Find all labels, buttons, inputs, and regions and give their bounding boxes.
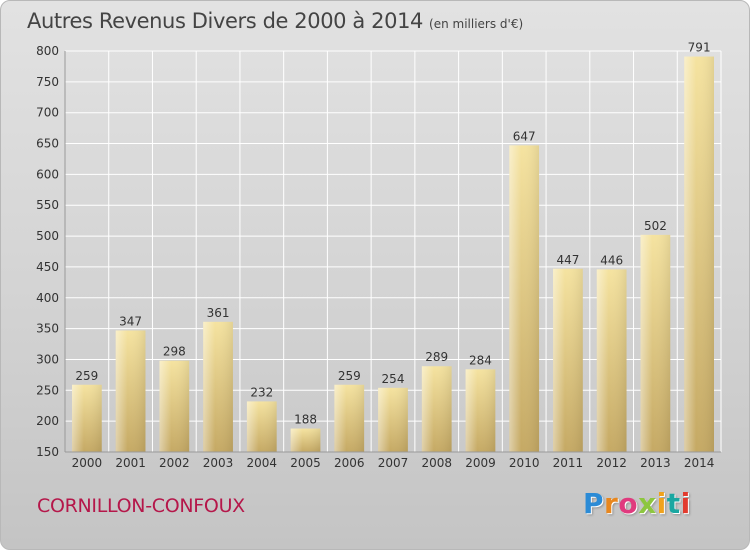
y-tick-label: 450 (36, 260, 59, 274)
brand-letter: i (656, 487, 667, 520)
bar-shade-2005 (290, 428, 321, 452)
y-tick-label: 800 (36, 44, 59, 58)
bar-shade-2009 (465, 369, 496, 452)
y-tick-label: 550 (36, 198, 59, 212)
bar-shade-2002 (159, 360, 190, 452)
data-label: 284 (469, 353, 492, 367)
brand-letter: t (666, 487, 681, 520)
bar-shade-2001 (115, 330, 146, 452)
bar-shade-2007 (378, 387, 408, 452)
y-tick-label: 500 (36, 229, 59, 243)
brand-letter: P (583, 487, 605, 520)
brand-logo: Proxiti (583, 487, 691, 520)
data-label: 791 (688, 41, 711, 55)
x-tick-label: 2009 (465, 456, 496, 470)
bar-shade-2003 (203, 321, 233, 452)
y-tick-label: 300 (36, 352, 59, 366)
data-label: 447 (556, 253, 579, 267)
x-tick-label: 2004 (247, 456, 278, 470)
data-label: 259 (338, 369, 361, 383)
bar-shade-2011 (553, 268, 583, 452)
commune-name: CORNILLON-CONFOUX (37, 495, 245, 517)
y-tick-label: 700 (36, 106, 59, 120)
x-tick-label: 2012 (596, 456, 627, 470)
x-tick-label: 2008 (421, 456, 452, 470)
y-tick-label: 750 (36, 75, 59, 89)
bar-shade-2010 (509, 145, 540, 453)
x-tick-label: 2007 (378, 456, 409, 470)
bar-shade-2004 (246, 401, 277, 452)
x-tick-label: 2003 (203, 456, 234, 470)
x-tick-label: 2010 (509, 456, 540, 470)
bar-shade-2000 (71, 384, 102, 452)
x-tick-label: 2000 (72, 456, 103, 470)
bar-shade-2012 (596, 269, 627, 452)
data-label: 188 (294, 413, 317, 427)
bars (71, 56, 715, 453)
y-tick-label: 600 (36, 167, 59, 181)
x-tick-label: 2013 (640, 456, 671, 470)
data-label: 647 (513, 129, 536, 143)
data-label: 254 (382, 372, 405, 386)
x-tick-label: 2005 (290, 456, 321, 470)
brand-letter: o (618, 487, 639, 520)
data-label: 502 (644, 219, 667, 233)
x-tick-label: 2006 (334, 456, 365, 470)
data-label: 347 (119, 314, 142, 328)
y-tick-label: 150 (36, 445, 59, 459)
bar-shade-2008 (421, 366, 452, 452)
y-tick-label: 400 (36, 291, 59, 305)
chart-title-text: Autres Revenus Divers de 2000 à 2014 (27, 9, 424, 33)
brand-letter: r (604, 487, 619, 520)
y-tick-label: 200 (36, 414, 59, 428)
x-tick-label: 2014 (684, 456, 715, 470)
bar-shade-2006 (334, 384, 365, 452)
data-label: 289 (425, 350, 448, 364)
axes: 150 200 250 300 350 400 450 500 550 600 650 700 750 8… (36, 44, 721, 470)
brand-letter: i (680, 487, 691, 520)
bar-shade-2014 (684, 56, 715, 452)
y-tick-label: 350 (36, 322, 59, 336)
y-tick-label: 250 (36, 383, 59, 397)
brand-letter: x (638, 487, 657, 520)
data-label: 446 (600, 253, 623, 267)
chart-title: Autres Revenus Divers de 2000 à 2014 (en … (27, 9, 523, 33)
data-labels: 259 347 298 361 232 188 259 254 289 284 647 447 446 5… (75, 41, 710, 427)
x-tick-label: 2002 (159, 456, 190, 470)
data-label: 232 (250, 385, 273, 399)
x-tick-label: 2001 (115, 456, 146, 470)
chart-subtitle: (en milliers d'€) (429, 17, 524, 31)
data-label: 361 (207, 306, 230, 320)
bar-shade-2013 (640, 234, 671, 452)
data-label: 298 (163, 345, 186, 359)
data-label: 259 (75, 369, 98, 383)
y-tick-label: 650 (36, 137, 59, 151)
x-tick-label: 2011 (553, 456, 584, 470)
